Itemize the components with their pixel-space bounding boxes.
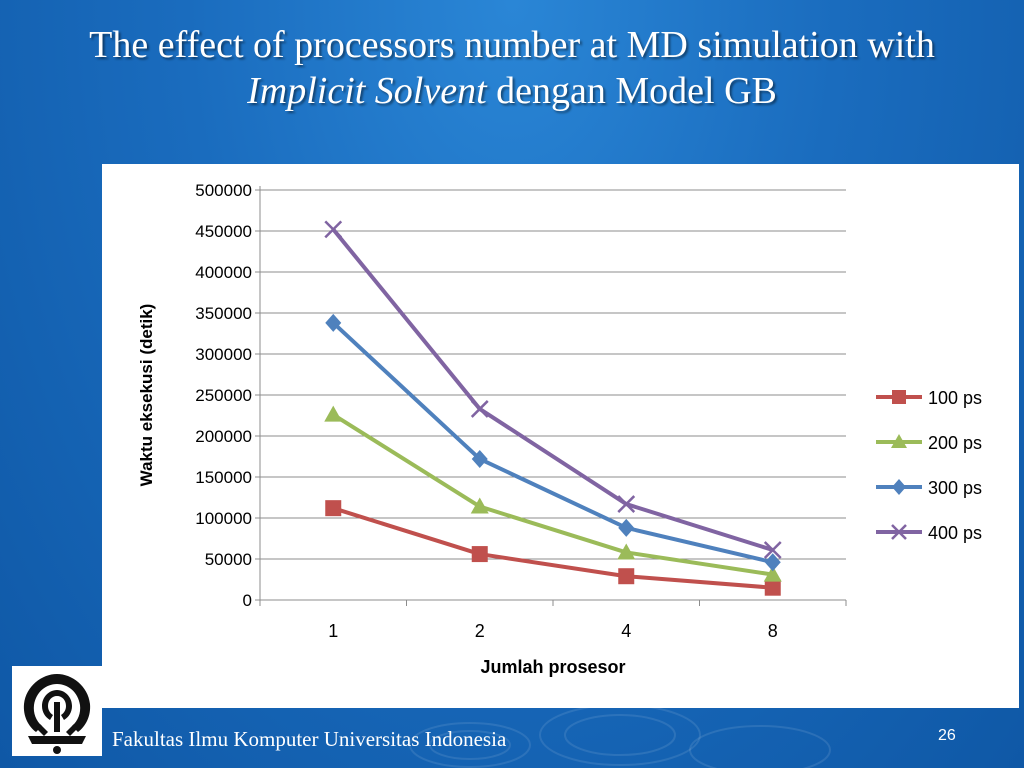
y-tick-label: 250000 [195, 386, 252, 405]
y-tick-label: 300000 [195, 345, 252, 364]
legend-marker [892, 390, 906, 404]
x-tick-label: 1 [328, 621, 338, 641]
y-tick-label: 0 [243, 591, 252, 610]
legend-label: 200 ps [928, 433, 982, 453]
series-line-1 [332, 506, 773, 590]
legend-label: 300 ps [928, 478, 982, 498]
line-chart: 0 50000 100000 150000 200000 250000 300000 3500… [137, 181, 982, 677]
y-tick-label: 200000 [195, 427, 252, 446]
title-text-part1: The effect of processors number at MD si… [89, 24, 935, 66]
data-point-s4 [470, 400, 489, 418]
university-logo [12, 666, 102, 756]
y-tick-label: 400000 [195, 263, 252, 282]
data-point-s3 [471, 449, 488, 468]
legend-label: 400 ps [928, 523, 982, 543]
page-number: 26 [938, 727, 956, 744]
data-point-s2 [470, 497, 489, 514]
y-tick-label: 350000 [195, 304, 252, 323]
data-point-s3 [764, 553, 781, 572]
legend-marker [891, 524, 907, 540]
chart-area: 0 50000 100000 150000 200000 250000 300000 3500… [102, 164, 1019, 708]
series-line-4 [331, 228, 774, 552]
university-seal-icon [23, 674, 91, 754]
data-point-s3 [618, 518, 635, 537]
y-tick-label: 500000 [195, 181, 252, 200]
data-point-s4 [617, 495, 636, 513]
data-point-s2 [763, 565, 782, 582]
data-point-s1 [618, 568, 635, 585]
y-tick-label: 150000 [195, 468, 252, 487]
series-line-3 [331, 321, 774, 565]
legend-label: 100 ps [928, 388, 982, 408]
y-tick-label: 450000 [195, 222, 252, 241]
data-point-s2 [324, 405, 343, 422]
legend-marker [892, 479, 906, 495]
data-point-s4 [763, 541, 782, 559]
data-point-s1 [471, 546, 488, 563]
x-axis-title: Jumlah prosesor [480, 657, 625, 677]
data-point-s1 [325, 500, 342, 517]
x-tick-label: 4 [621, 621, 631, 641]
footer-text: Fakultas Ilmu Komputer Universitas Indon… [112, 727, 507, 751]
data-point-s1 [764, 579, 781, 596]
x-tick-label: 8 [768, 621, 778, 641]
legend-marker [891, 434, 907, 448]
y-tick-label: 50000 [205, 550, 252, 569]
title-text-part2: dengan Model GB [486, 70, 777, 112]
slide-title: The effect of processors number at MD si… [30, 22, 994, 114]
y-axis-title: Waktu eksekusi (detik) [137, 304, 156, 487]
data-point-s3 [325, 313, 342, 332]
title-text-italic: Implicit Solvent [247, 70, 487, 112]
data-point-s2 [617, 543, 636, 560]
data-point-s4 [324, 220, 343, 239]
series-line-2 [332, 412, 774, 577]
y-tick-label: 100000 [195, 509, 252, 528]
x-tick-label: 2 [475, 621, 485, 641]
